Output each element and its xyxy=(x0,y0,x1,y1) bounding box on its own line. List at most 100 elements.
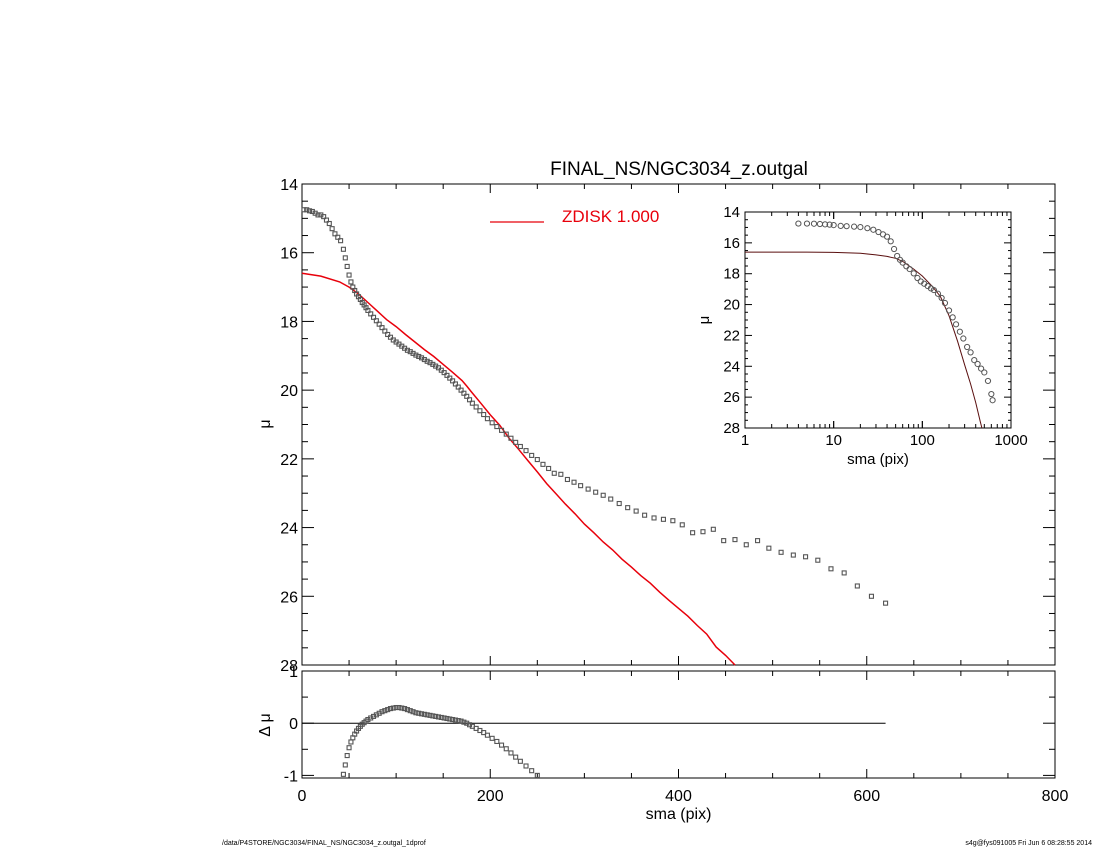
data-point xyxy=(679,522,685,528)
data-point xyxy=(424,358,430,364)
residual-data-point xyxy=(523,763,529,769)
residual-data-point xyxy=(494,738,500,745)
inset-plot-frame xyxy=(744,211,1012,429)
data-point xyxy=(529,452,535,458)
inset-data-point xyxy=(899,259,906,266)
data-point xyxy=(332,231,338,237)
residual-data-point xyxy=(399,705,405,711)
inset-y-tick-label: 28 xyxy=(723,420,740,437)
data-point xyxy=(323,217,330,223)
inset-data-point xyxy=(850,223,858,230)
data-point xyxy=(301,207,307,213)
data-point xyxy=(450,378,456,384)
data-point xyxy=(365,307,371,313)
residual-data-point xyxy=(382,708,388,714)
inset-data-point xyxy=(864,225,871,232)
data-point xyxy=(494,424,500,430)
residual-data-point xyxy=(489,735,495,741)
data-point xyxy=(540,461,546,467)
inset-data-point xyxy=(971,357,978,364)
inset-data-point xyxy=(988,390,995,398)
inset-y-tick-label: 14 xyxy=(723,204,740,221)
data-point xyxy=(304,207,310,213)
residual-data-point xyxy=(396,704,402,711)
data-point xyxy=(841,570,847,576)
residual-data-point xyxy=(344,753,350,759)
residual-data-point xyxy=(387,706,394,712)
y-tick-label: 28 xyxy=(280,658,298,675)
residual-x-tick-label: 200 xyxy=(477,788,504,805)
residual-data-point xyxy=(407,708,413,714)
data-point xyxy=(441,370,447,376)
data-point xyxy=(564,476,570,483)
inset-data-point xyxy=(989,397,996,404)
data-point xyxy=(803,554,809,560)
data-point xyxy=(660,516,666,522)
data-point xyxy=(489,420,495,426)
residual-x-tick-label: 0 xyxy=(298,788,307,805)
residual-data-point xyxy=(379,709,385,715)
inset-data-point xyxy=(967,349,974,356)
data-point xyxy=(690,530,696,536)
residual-data-point xyxy=(418,711,425,717)
data-point xyxy=(481,411,487,418)
residual-data-point xyxy=(385,707,391,713)
residual-data-point xyxy=(346,745,352,751)
data-point xyxy=(346,272,352,278)
residual-data-point xyxy=(513,754,519,760)
residual-data-point xyxy=(404,707,410,713)
residual-data-point xyxy=(441,715,447,721)
inset-data-point xyxy=(945,307,953,314)
inset-data-point xyxy=(816,220,824,228)
data-point xyxy=(379,325,385,331)
data-point xyxy=(508,435,514,441)
inset-y-tick-label: 20 xyxy=(723,297,740,314)
inset-data-point xyxy=(914,274,921,282)
residual-x-tick-label: 400 xyxy=(665,788,692,805)
data-point xyxy=(546,465,552,472)
inset-y-tick-label: 26 xyxy=(723,389,740,406)
y-tick-label: 20 xyxy=(280,383,298,400)
data-point xyxy=(464,393,470,399)
inset-data-point xyxy=(941,299,949,307)
data-point xyxy=(376,321,382,327)
data-point xyxy=(466,397,473,403)
residual-data-point xyxy=(430,713,436,719)
legend-label: ZDISK 1.000 xyxy=(562,207,659,226)
data-point xyxy=(444,372,450,378)
inset-data-point xyxy=(826,221,833,228)
data-point xyxy=(517,443,523,450)
residual-data-point xyxy=(484,732,490,738)
residual-data-point xyxy=(508,750,514,756)
chart-title: FINAL_NS/NGC3034_z.outgal xyxy=(550,159,808,180)
residual-data-point xyxy=(424,712,430,718)
data-point xyxy=(868,593,875,599)
data-point xyxy=(721,538,727,544)
data-point xyxy=(815,557,821,563)
data-point xyxy=(743,542,749,548)
y-tick-label: 18 xyxy=(280,314,298,331)
residual-x-tick-label: 800 xyxy=(1042,788,1069,805)
data-point xyxy=(416,353,422,360)
data-point xyxy=(766,545,772,551)
residual-plot-frame xyxy=(301,670,1056,779)
inset-x-axis-label: sma (pix) xyxy=(847,451,909,468)
inset-data-point xyxy=(830,222,837,229)
inset-y-tick-label: 24 xyxy=(723,358,740,375)
data-point xyxy=(326,220,332,227)
data-point xyxy=(651,515,657,521)
data-point xyxy=(778,549,784,555)
y-axis-label: μ xyxy=(257,419,274,428)
inset-data-point xyxy=(810,220,818,227)
data-point xyxy=(534,456,540,463)
y-tick-label: 16 xyxy=(280,246,298,263)
data-point xyxy=(344,263,350,270)
data-point xyxy=(447,375,453,381)
residual-data-point xyxy=(503,746,509,752)
main-panel: 14 16 18 20 22 24 26 28 μ ZDISK 1.000 xyxy=(257,177,1056,675)
main-plot-frame xyxy=(301,183,1056,666)
residual-x-axis-label: sma (pix) xyxy=(646,806,712,823)
residual-data-point xyxy=(416,710,422,716)
inset-data-point xyxy=(894,252,901,260)
